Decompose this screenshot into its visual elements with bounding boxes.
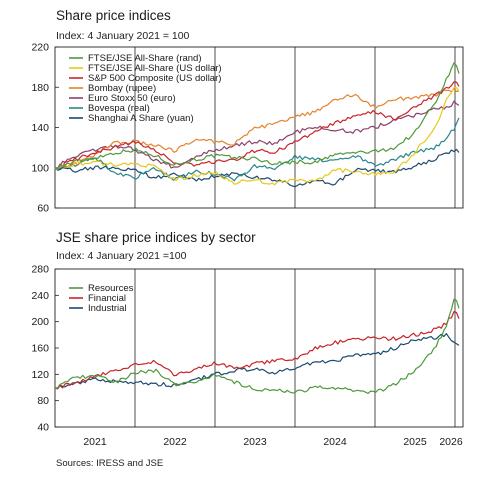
top-chart-subtitle: Index: 4 January 2021 = 100	[56, 30, 190, 42]
top-y-tick-label-4: 220	[31, 42, 49, 54]
top-series-line-0	[54, 62, 460, 170]
top-y-tick-label-3: 180	[31, 82, 49, 94]
bottom-x-tick-label-1: 2022	[163, 436, 187, 448]
top-legend-label-6: Shanghai A Share (yuan)	[88, 113, 194, 124]
top-series-line-4	[54, 100, 460, 169]
top-series-line-1	[54, 87, 460, 186]
top-legend-label-2: S&P 500 Composite (US dollar)	[88, 73, 221, 84]
top-series-line-6	[54, 148, 460, 188]
bottom-legend-label-1: Financial	[88, 293, 126, 304]
bottom-chart-subtitle: Index: 4 January 2021 =100	[56, 250, 187, 262]
bottom-series-line-2	[54, 333, 460, 390]
top-series-line-2	[54, 81, 460, 170]
top-legend-label-4: Euro Stoxx 50 (euro)	[88, 93, 176, 104]
top-series-line-5	[54, 117, 460, 182]
top-series-line-3	[54, 88, 460, 170]
bottom-x-tick-label-4: 2025	[403, 436, 427, 448]
bottom-series-line-0	[54, 298, 460, 394]
bottom-y-tick-label-5: 240	[31, 290, 49, 302]
top-legend-label-0: FTSE/JSE All-Share (rand)	[88, 53, 202, 64]
bottom-x-tick-label-2: 2023	[243, 436, 267, 448]
bottom-legend-label-2: Industrial	[88, 303, 127, 314]
bottom-x-tick-label-3: 2024	[323, 436, 347, 448]
bottom-chart-title: JSE share price indices by sector	[56, 230, 256, 245]
bottom-y-tick-label-1: 80	[37, 395, 49, 407]
sources-note: Sources: IRESS and JSE	[56, 458, 164, 469]
bottom-y-tick-label-2: 120	[31, 369, 49, 381]
top-y-tick-label-2: 140	[31, 122, 49, 134]
bottom-y-tick-label-6: 280	[31, 264, 49, 276]
bottom-y-tick-label-0: 40	[37, 422, 49, 434]
top-legend-label-3: Bombay (rupee)	[88, 83, 156, 94]
top-chart-title: Share price indices	[56, 8, 171, 23]
bottom-series-line-1	[54, 311, 460, 390]
bottom-legend-label-0: Resources	[88, 283, 134, 294]
top-y-tick-label-0: 60	[37, 203, 49, 215]
bottom-x-tick-label-5: 2026	[439, 436, 463, 448]
top-y-tick-label-1: 100	[31, 162, 49, 174]
top-legend-label-1: FTSE/JSE All-Share (US dollar)	[88, 63, 222, 74]
top-legend-label-5: Bovespa (real)	[88, 103, 150, 114]
bottom-y-tick-label-4: 200	[31, 316, 49, 328]
bottom-y-tick-label-3: 160	[31, 343, 49, 355]
bottom-x-tick-label-0: 2021	[83, 436, 107, 448]
